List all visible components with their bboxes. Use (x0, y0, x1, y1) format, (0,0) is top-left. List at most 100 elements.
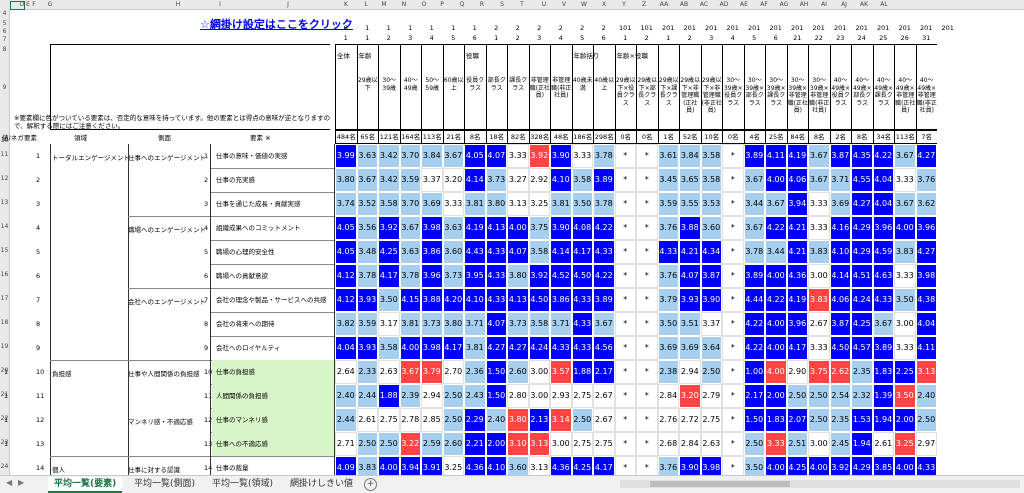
score-cell[interactable]: 3.73 (485, 168, 507, 192)
row-number[interactable]: 18 (0, 319, 9, 326)
score-cell[interactable]: 4.22 (593, 264, 615, 288)
score-cell[interactable]: 3.88 (421, 288, 443, 312)
score-cell[interactable]: 2.67 (593, 384, 615, 408)
score-cell[interactable]: 4.24 (528, 336, 550, 360)
score-cell[interactable]: 4.50 (528, 288, 550, 312)
score-cell[interactable]: 3.96 (786, 312, 808, 336)
score-cell[interactable]: * (636, 432, 658, 456)
score-cell[interactable]: 4.00 (894, 216, 916, 240)
column-letter[interactable]: N (401, 1, 407, 8)
score-cell[interactable]: 3.65 (679, 168, 701, 192)
column-letter[interactable]: M (381, 1, 387, 8)
score-cell[interactable]: 3.98 (421, 336, 443, 360)
row-number[interactable]: 14 (0, 223, 9, 230)
score-cell[interactable]: 4.33 (593, 240, 615, 264)
column-letter[interactable]: T (520, 1, 524, 8)
score-cell[interactable]: 3.83 (808, 288, 830, 312)
score-cell[interactable]: 2.44 (356, 384, 378, 408)
score-cell[interactable]: 3.60 (442, 240, 464, 264)
score-cell[interactable]: 1.94 (872, 408, 894, 432)
score-cell[interactable]: 4.33 (571, 288, 593, 312)
row-number[interactable]: 19 (0, 343, 9, 350)
row-number[interactable]: 5 (2, 20, 7, 27)
score-cell[interactable]: 2.92 (528, 168, 550, 192)
score-cell[interactable]: 4.00 (808, 456, 830, 480)
score-cell[interactable]: 3.67 (356, 168, 378, 192)
score-cell[interactable]: * (636, 168, 658, 192)
column-letter[interactable]: R (479, 1, 485, 8)
score-cell[interactable]: 4.25 (851, 312, 873, 336)
score-cell[interactable]: * (722, 384, 744, 408)
sheet-tab[interactable]: 平均一覧(領域) (212, 479, 274, 489)
score-cell[interactable]: 3.10 (507, 432, 529, 456)
score-cell[interactable]: 3.00 (550, 432, 572, 456)
score-cell[interactable]: 1.50 (485, 384, 507, 408)
row-number[interactable]: 10 (0, 137, 9, 144)
score-cell[interactable]: 3.93 (356, 288, 378, 312)
score-cell[interactable]: 4.36 (786, 264, 808, 288)
score-cell[interactable]: 3.00 (528, 360, 550, 384)
score-cell[interactable]: 4.11 (765, 144, 787, 168)
score-cell[interactable]: 3.67 (872, 312, 894, 336)
score-cell[interactable]: 4.27 (507, 336, 529, 360)
score-cell[interactable]: * (636, 240, 658, 264)
column-letter[interactable]: X (601, 1, 607, 8)
score-cell[interactable]: 3.90 (550, 144, 572, 168)
score-cell[interactable]: 3.70 (399, 192, 421, 216)
score-cell[interactable]: * (636, 384, 658, 408)
score-cell[interactable]: 4.07 (485, 144, 507, 168)
score-cell[interactable]: 4.00 (765, 336, 787, 360)
score-cell[interactable]: 4.19 (786, 144, 808, 168)
score-cell[interactable]: 3.13 (507, 192, 529, 216)
score-cell[interactable]: * (636, 264, 658, 288)
score-cell[interactable]: 4.55 (851, 168, 873, 192)
score-cell[interactable]: * (722, 168, 744, 192)
score-cell[interactable]: 4.33 (915, 456, 937, 480)
row-number[interactable]: 7 (2, 36, 7, 43)
score-cell[interactable]: 3.96 (915, 216, 937, 240)
score-cell[interactable]: * (614, 168, 636, 192)
score-cell[interactable]: 2.50 (915, 408, 937, 432)
score-cell[interactable]: 2.50 (808, 384, 830, 408)
score-cell[interactable]: 3.89 (872, 336, 894, 360)
score-cell[interactable]: 4.00 (765, 264, 787, 288)
row-number[interactable]: 24 (0, 463, 9, 470)
score-cell[interactable]: 3.73 (421, 312, 443, 336)
score-cell[interactable]: 3.99 (335, 144, 357, 168)
score-cell[interactable]: 4.19 (464, 216, 486, 240)
score-cell[interactable]: 4.16 (829, 216, 851, 240)
score-cell[interactable]: 1.50 (743, 408, 765, 432)
score-cell[interactable]: 2.50 (571, 408, 593, 432)
score-cell[interactable]: 3.62 (915, 192, 937, 216)
score-cell[interactable]: 3.83 (894, 240, 916, 264)
score-cell[interactable]: 4.63 (872, 264, 894, 288)
score-cell[interactable]: 3.73 (442, 264, 464, 288)
score-cell[interactable]: 3.58 (528, 240, 550, 264)
score-cell[interactable]: 3.59 (657, 192, 679, 216)
column-letter[interactable]: AB (679, 1, 689, 8)
score-cell[interactable]: 3.93 (679, 288, 701, 312)
score-cell[interactable]: 4.05 (335, 216, 357, 240)
score-cell[interactable]: 3.58 (528, 312, 550, 336)
score-cell[interactable]: 3.71 (464, 312, 486, 336)
score-cell[interactable]: 4.44 (743, 288, 765, 312)
score-cell[interactable]: 3.98 (915, 264, 937, 288)
score-cell[interactable]: 3.87 (829, 312, 851, 336)
score-cell[interactable]: 2.25 (894, 360, 916, 384)
score-cell[interactable]: 4.04 (872, 168, 894, 192)
score-cell[interactable]: * (636, 216, 658, 240)
score-cell[interactable]: 2.13 (528, 408, 550, 432)
score-cell[interactable]: 3.67 (894, 192, 916, 216)
score-cell[interactable]: 3.76 (657, 264, 679, 288)
column-letter[interactable]: AG (779, 1, 789, 8)
score-cell[interactable]: 2.79 (700, 384, 722, 408)
score-cell[interactable]: 2.35 (851, 360, 873, 384)
score-cell[interactable]: 4.19 (786, 288, 808, 312)
score-cell[interactable]: 3.22 (399, 432, 421, 456)
score-cell[interactable]: 2.85 (421, 408, 443, 432)
score-cell[interactable]: 2.29 (464, 408, 486, 432)
score-cell[interactable]: 4.04 (335, 336, 357, 360)
row-number[interactable]: 8 (2, 46, 7, 53)
score-cell[interactable]: 3.98 (421, 216, 443, 240)
column-letter[interactable]: E (26, 1, 30, 8)
